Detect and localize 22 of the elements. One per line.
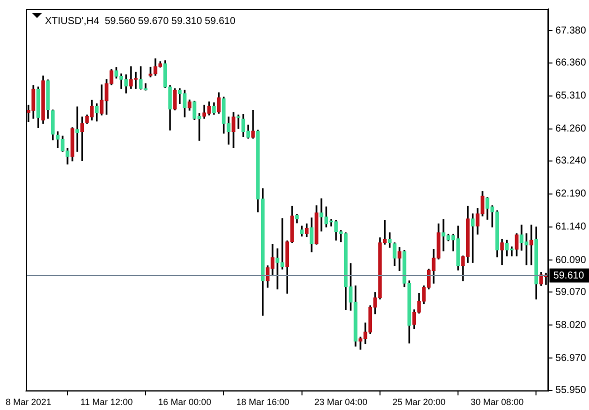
x-tick-label: 25 Mar 20:00 <box>392 397 446 408</box>
x-tick-label: 11 Mar 12:00 <box>80 397 133 408</box>
y-tick-label: 66.360 <box>555 58 586 69</box>
x-tick-label: 18 Mar 16:00 <box>236 397 290 408</box>
y-tick-label: 56.970 <box>555 352 586 364</box>
x-tick-label: 30 Mar 08:00 <box>470 397 524 408</box>
y-tick-label: 59.070 <box>555 286 586 298</box>
y-tick-label: 55.950 <box>555 385 586 396</box>
y-tick-label: 64.260 <box>555 124 586 135</box>
y-tick-label: 58.020 <box>555 320 586 331</box>
candlestick <box>251 110 255 139</box>
x-tick-label: 8 Mar 2021 <box>6 397 52 408</box>
x-tick-label: 16 Mar 00:00 <box>158 397 212 408</box>
y-tick-label: 60.090 <box>555 254 586 266</box>
y-tick-label: 63.240 <box>555 156 586 167</box>
text: XTIUSD',H4 59.560 59.670 59.310 59.610 <box>45 16 236 27</box>
ref-line-label: 59.610 <box>553 270 584 282</box>
y-tick-label: 61.140 <box>555 222 586 233</box>
y-tick-label: 62.190 <box>555 188 586 200</box>
y-tick-label: 65.310 <box>555 90 586 102</box>
x-tick-label: 23 Mar 04:00 <box>314 397 368 408</box>
y-tick-label: 67.380 <box>555 25 586 36</box>
